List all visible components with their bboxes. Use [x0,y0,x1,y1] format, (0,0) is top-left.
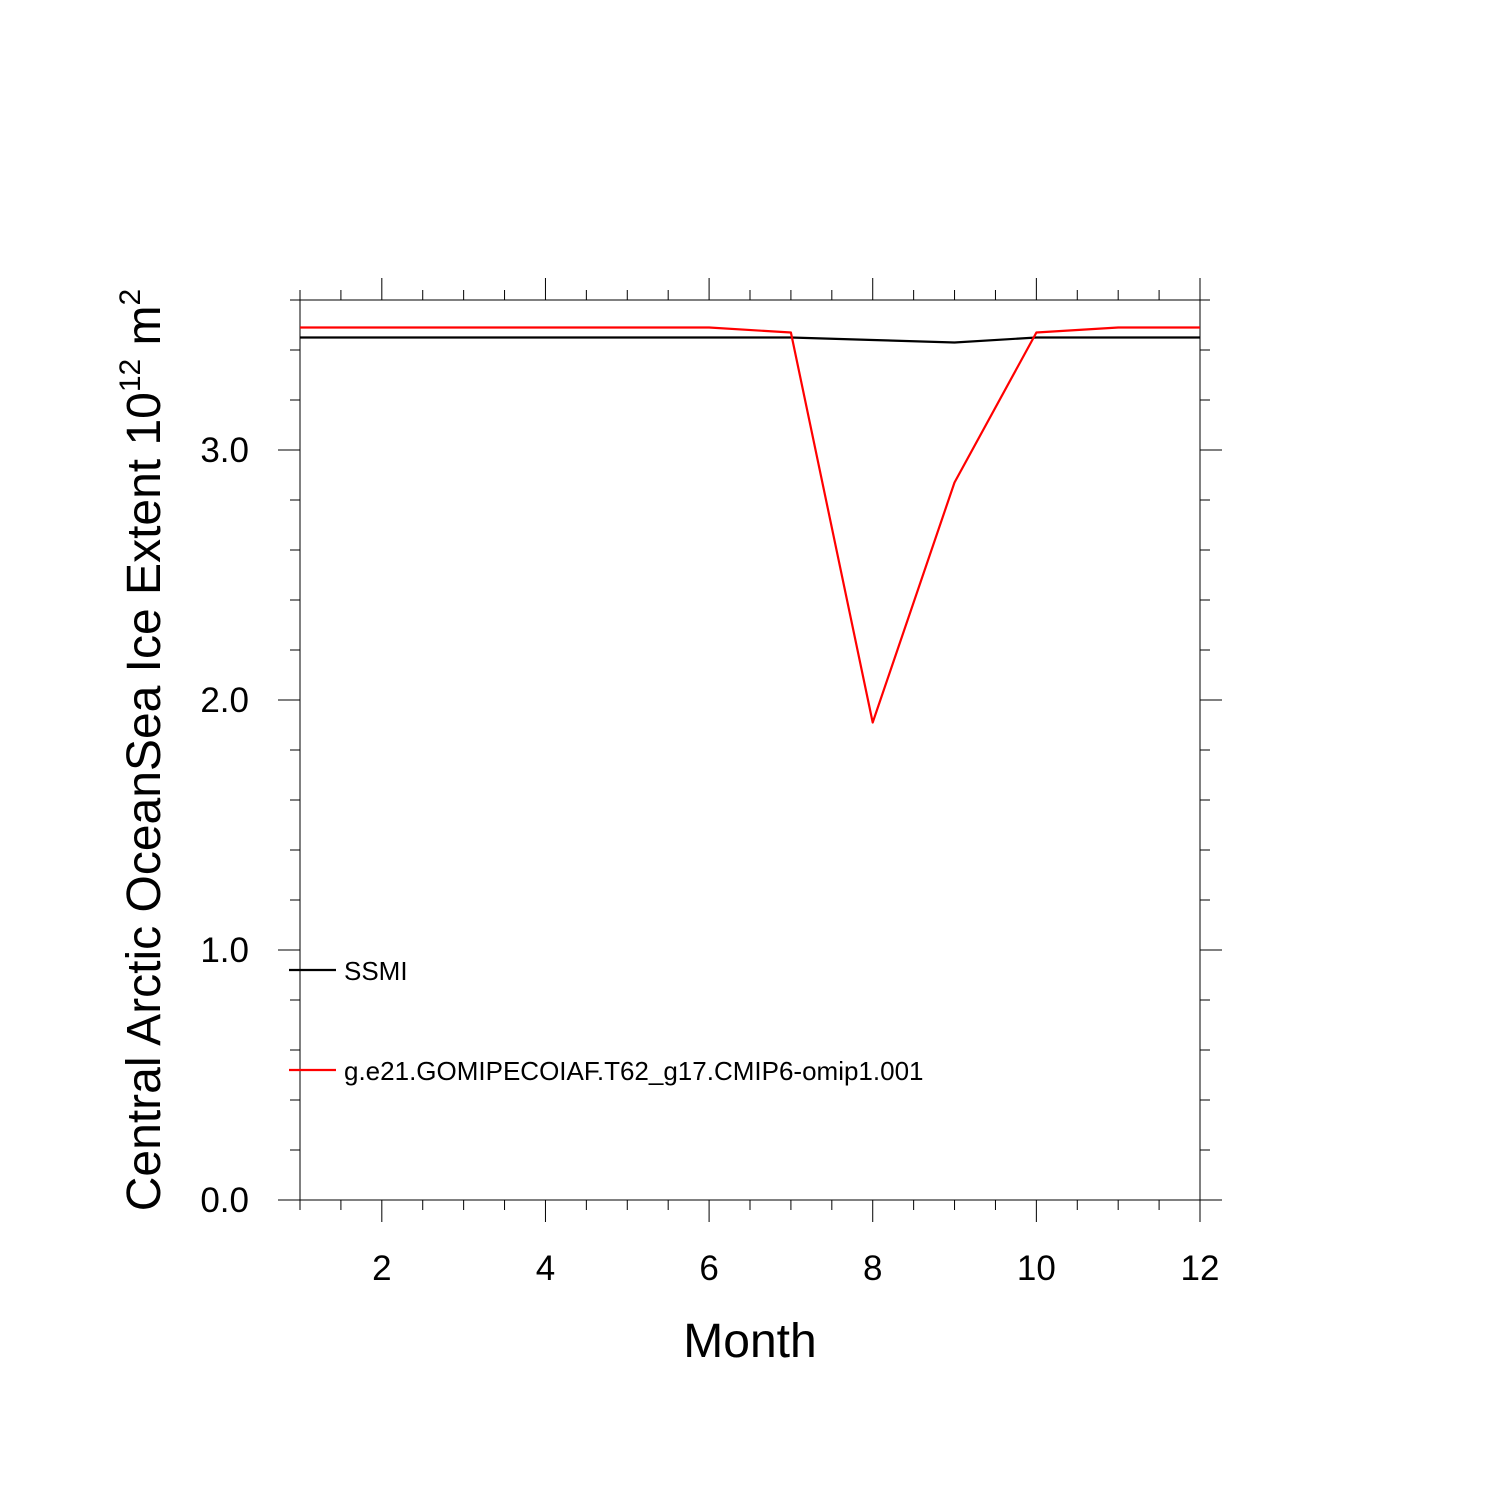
series-line-1 [300,326,1200,724]
x-tick-label: 2 [372,1249,391,1288]
y-tick-label: 1.0 [200,931,249,970]
y-axis-title-exponent: 12 [114,359,147,392]
legend: SSMI g.e21.GOMIPECOIAF.T62_g17.CMIP6-omip… [289,956,924,1086]
y-tick-label: 0.0 [200,1181,249,1220]
axis-ticks [278,278,1222,1222]
y-tick-label: 2.0 [200,681,249,720]
x-tick-label: 8 [863,1249,882,1288]
x-tick-label: 4 [536,1249,555,1288]
x-axis-title: Month [683,1315,816,1368]
x-tick-label: 10 [1017,1249,1056,1288]
y-axis-title-unit: m [118,305,171,358]
legend-label-1: g.e21.GOMIPECOIAF.T62_g17.CMIP6-omip1.00… [344,1056,924,1086]
tick-labels: 2 4 6 8 10 12 0.0 1.0 2.0 3.0 [200,431,1219,1288]
x-tick-label: 12 [1181,1249,1220,1288]
y-axis-title-base: Central Arctic OceanSea Ice Extent 10 [118,392,171,1211]
y-axis-title-unit-exponent: 2 [114,289,147,306]
y-axis-title: Central Arctic OceanSea Ice Extent 1012 … [114,289,171,1211]
legend-label-0: SSMI [344,956,408,986]
y-tick-label: 3.0 [200,431,249,470]
series-line-0 [300,336,1200,344]
x-tick-label: 6 [699,1249,718,1288]
series-lines [300,326,1200,724]
